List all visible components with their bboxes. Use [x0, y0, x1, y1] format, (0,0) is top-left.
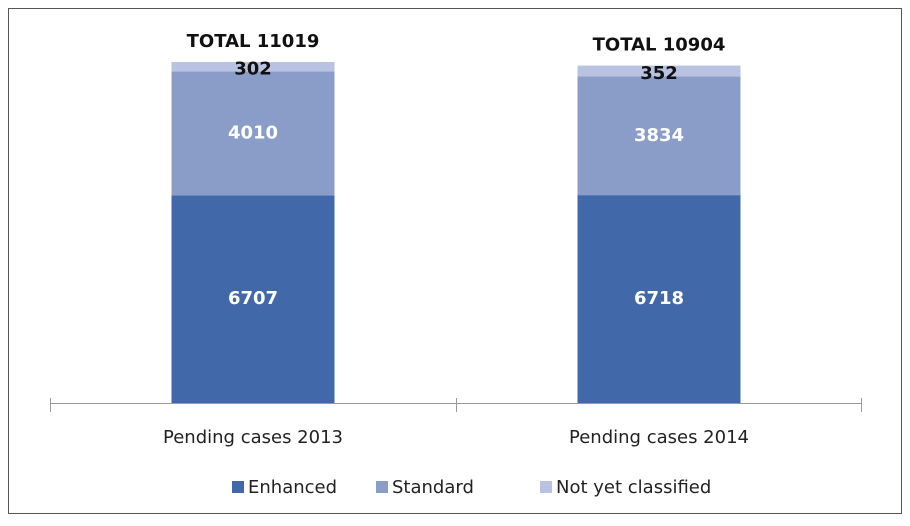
x-tick-label: Pending cases 2014 [569, 427, 749, 448]
legend-swatch [376, 481, 388, 493]
legend-label: Enhanced [248, 477, 337, 498]
legend-swatch [232, 481, 244, 493]
total-label: TOTAL 11019 [187, 31, 320, 52]
data-label: 302 [234, 59, 272, 80]
bar-segment [577, 76, 741, 196]
data-label: 3834 [634, 125, 684, 146]
total-label: TOTAL 10904 [593, 35, 726, 56]
data-label: 4010 [228, 122, 278, 143]
x-tick-label: Pending cases 2013 [163, 427, 343, 448]
bar-segment [171, 195, 335, 403]
bar-segment [171, 71, 335, 196]
bar-segment [577, 195, 741, 403]
legend-label: Standard [392, 477, 474, 498]
data-label: 352 [640, 63, 678, 84]
legend-swatch [540, 481, 552, 493]
bar-segment [577, 65, 741, 77]
legend-label: Not yet classified [556, 477, 711, 498]
frame [8, 8, 902, 514]
bar-segment [171, 62, 335, 72]
data-label: 6707 [228, 288, 278, 309]
data-label: 6718 [634, 288, 684, 309]
